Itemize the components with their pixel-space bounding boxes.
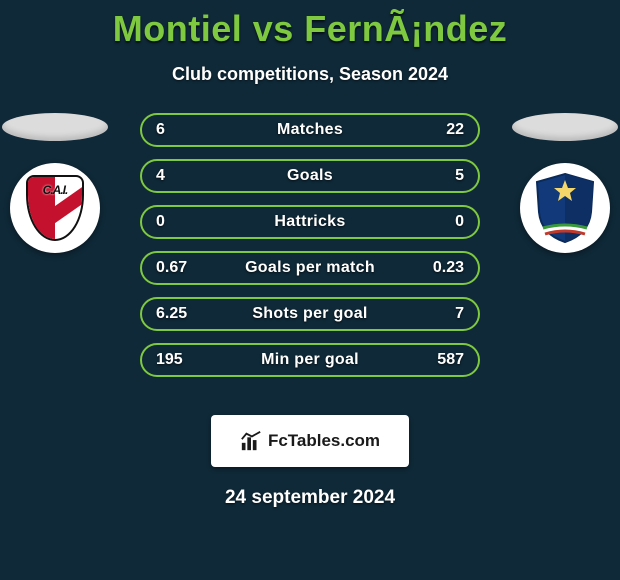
comparison-panel: C.A.I. 6Matches224Goals50Hattricks00.67G… <box>0 113 620 393</box>
date-text: 24 september 2024 <box>0 487 620 509</box>
stats-list: 6Matches22 4Goals5 0Hattricks0 0.67Goals pe… <box>140 113 480 377</box>
stat-label: Matches <box>206 121 414 139</box>
team-left-shadow-ellipse <box>2 113 108 141</box>
stat-row: 4Goals5 <box>140 159 480 193</box>
fctables-badge: FcTables.com <box>211 415 409 467</box>
team-left-crest: C.A.I. <box>10 163 100 253</box>
team-right-crest <box>520 163 610 253</box>
team-right-shield-icon <box>533 172 597 244</box>
stat-label: Goals per match <box>206 259 414 277</box>
fctables-logo-icon <box>240 430 262 452</box>
stat-right-value: 587 <box>414 351 464 369</box>
team-left-shield-icon: C.A.I. <box>26 175 84 241</box>
stat-label: Hattricks <box>206 213 414 231</box>
stat-row: 0Hattricks0 <box>140 205 480 239</box>
team-left-column: C.A.I. <box>0 113 110 253</box>
team-right-shadow-ellipse <box>512 113 618 141</box>
stat-left-value: 0 <box>156 213 206 231</box>
stat-left-value: 0.67 <box>156 259 206 277</box>
stat-right-value: 0.23 <box>414 259 464 277</box>
stat-row: 6Matches22 <box>140 113 480 147</box>
team-right-column <box>510 113 620 253</box>
fctables-text: FcTables.com <box>268 431 380 451</box>
stat-row: 0.67Goals per match0.23 <box>140 251 480 285</box>
stat-label: Min per goal <box>206 351 414 369</box>
stat-left-value: 6.25 <box>156 305 206 323</box>
stat-right-value: 5 <box>414 167 464 185</box>
stat-left-value: 195 <box>156 351 206 369</box>
page-title: Montiel vs FernÃ¡ndez <box>0 0 620 50</box>
stat-right-value: 22 <box>414 121 464 139</box>
stat-right-value: 7 <box>414 305 464 323</box>
stat-left-value: 4 <box>156 167 206 185</box>
stat-row: 6.25Shots per goal7 <box>140 297 480 331</box>
stat-row: 195Min per goal587 <box>140 343 480 377</box>
subtitle: Club competitions, Season 2024 <box>0 64 620 85</box>
stat-right-value: 0 <box>414 213 464 231</box>
team-left-initials: C.A.I. <box>28 183 82 197</box>
stat-label: Goals <box>206 167 414 185</box>
stat-label: Shots per goal <box>206 305 414 323</box>
stat-left-value: 6 <box>156 121 206 139</box>
